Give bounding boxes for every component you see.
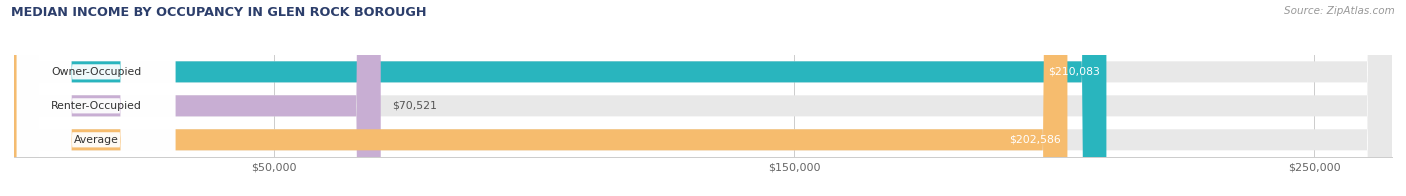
FancyBboxPatch shape [14, 0, 1392, 196]
FancyBboxPatch shape [14, 0, 1392, 196]
FancyBboxPatch shape [17, 0, 176, 196]
Text: $70,521: $70,521 [392, 101, 437, 111]
Text: Owner-Occupied: Owner-Occupied [51, 67, 141, 77]
Text: MEDIAN INCOME BY OCCUPANCY IN GLEN ROCK BOROUGH: MEDIAN INCOME BY OCCUPANCY IN GLEN ROCK … [11, 6, 427, 19]
FancyBboxPatch shape [14, 0, 381, 196]
Text: $210,083: $210,083 [1047, 67, 1099, 77]
Text: $202,586: $202,586 [1008, 135, 1060, 145]
Text: Source: ZipAtlas.com: Source: ZipAtlas.com [1284, 6, 1395, 16]
FancyBboxPatch shape [17, 0, 176, 196]
FancyBboxPatch shape [14, 0, 1067, 196]
FancyBboxPatch shape [14, 0, 1107, 196]
FancyBboxPatch shape [14, 0, 1392, 196]
FancyBboxPatch shape [17, 0, 176, 196]
Text: Renter-Occupied: Renter-Occupied [51, 101, 142, 111]
Text: Average: Average [73, 135, 118, 145]
